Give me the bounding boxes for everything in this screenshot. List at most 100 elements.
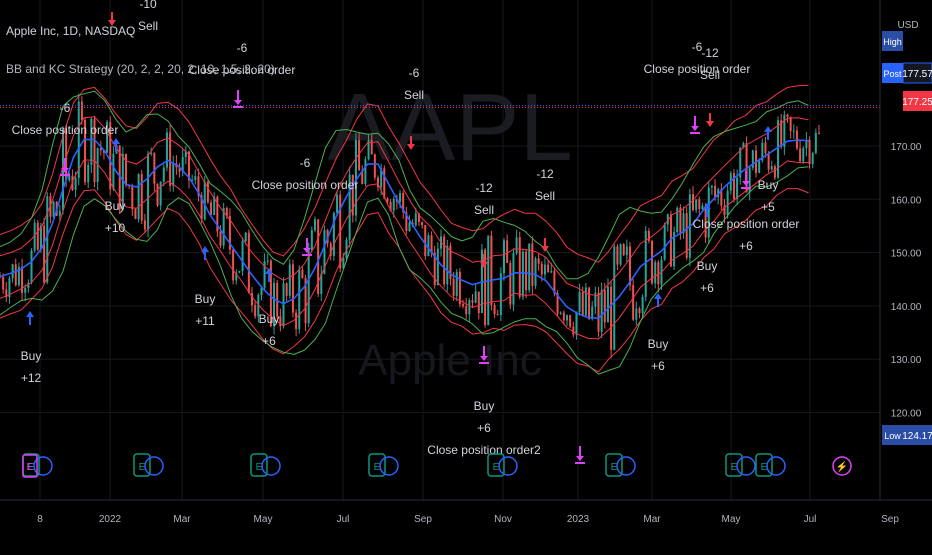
- candle-body: [673, 231, 676, 267]
- signal-label: +6: [262, 334, 276, 348]
- signal-buy: Buy +5: [758, 126, 778, 214]
- event-badge-earnings-dividend[interactable]: E: [368, 453, 399, 477]
- signal-label: +12: [21, 371, 42, 385]
- candle-body: [332, 213, 335, 256]
- candle-body: [241, 241, 244, 272]
- candle-body: [46, 196, 49, 283]
- candle-body: [698, 199, 701, 209]
- time-axis[interactable]: 8 2022 Mar May Jul Sep Nov 2023 Mar May Jul Sep: [0, 499, 932, 525]
- candle-body: [147, 153, 150, 230]
- candle-body: [206, 181, 209, 203]
- candle-body: [93, 118, 96, 183]
- candle-body: [200, 195, 203, 220]
- svg-text:E: E: [27, 462, 34, 473]
- candle-body: [8, 278, 11, 298]
- candle-body: [131, 186, 134, 210]
- candle-body: [329, 243, 332, 256]
- candle-body: [17, 266, 20, 286]
- event-badge-split[interactable]: ⚡: [832, 456, 852, 476]
- svg-text:177.57: 177.57: [902, 69, 932, 80]
- candle-body: [244, 232, 247, 242]
- candle-body: [477, 291, 480, 314]
- event-badge-earnings-dividend[interactable]: E: [755, 453, 786, 477]
- candle-body: [462, 304, 465, 307]
- event-badge-earnings-dividend[interactable]: E: [487, 453, 518, 477]
- signal-label: Buy: [697, 259, 718, 273]
- strategy-legend[interactable]: BB and KC Strategy (20, 2, 2, 20, 2, 10,…: [6, 62, 275, 76]
- signal-label: Close position order: [12, 123, 119, 137]
- signal-close: Buy +6 Close position order2: [427, 346, 541, 457]
- candle-body: [480, 249, 483, 314]
- signal-close: -6 Close position order: [252, 156, 358, 256]
- svg-text:E: E: [731, 462, 738, 473]
- candle-body: [247, 232, 250, 294]
- signal-label: +6: [739, 239, 753, 253]
- signal-sell: -6 Sell: [404, 66, 424, 150]
- event-badge-earnings-dividend[interactable]: E: [133, 453, 164, 477]
- candle-body: [90, 118, 93, 165]
- signal-label: -6: [300, 156, 311, 170]
- signal-close: -6 Close position order: [189, 41, 296, 108]
- event-badge-earnings-dividend[interactable]: E: [725, 453, 756, 477]
- candle-body: [80, 101, 83, 120]
- candle-body: [588, 287, 591, 319]
- signal-label: +5: [761, 200, 775, 214]
- candle-body: [566, 315, 568, 321]
- signal-close: -6 Close position order: [644, 40, 750, 134]
- signal-buy: Buy +10: [105, 138, 126, 235]
- candle-body: [354, 140, 357, 216]
- candle-body: [323, 230, 326, 274]
- price-badge: 177.25: [902, 91, 932, 111]
- price-badge: Low 124.17: [882, 425, 932, 445]
- signal-label: +6: [651, 359, 665, 373]
- candle-body: [392, 198, 395, 211]
- candle-body: [783, 114, 786, 147]
- event-badge-earnings-dividend[interactable]: E: [605, 453, 636, 477]
- price-tick: 120.00: [891, 409, 922, 420]
- candle-body: [695, 199, 698, 211]
- candle-body: [436, 248, 439, 286]
- candle-body: [591, 306, 594, 319]
- symbol-title[interactable]: Apple Inc, 1D, NASDAQ: [6, 24, 136, 38]
- candle-body: [257, 295, 260, 317]
- candle-body: [314, 219, 316, 231]
- candle-body: [377, 177, 379, 188]
- svg-text:177.25: 177.25: [902, 97, 932, 108]
- event-badge-earnings-dividend[interactable]: E: [250, 453, 281, 477]
- time-tick: 2022: [99, 514, 122, 525]
- signal-sell: -12 Sell: [535, 167, 555, 252]
- candle-body: [714, 185, 717, 198]
- event-badge-earnings[interactable]: E: [22, 454, 38, 478]
- candle-body: [358, 140, 361, 171]
- candle-body: [36, 222, 39, 250]
- price-axis[interactable]: USD 170.00 160.00 150.00 140.00 130.00 120.00…: [879, 0, 932, 500]
- price-tick: 130.00: [891, 355, 922, 366]
- candle-body: [613, 246, 616, 350]
- candle-body: [399, 192, 402, 202]
- candle-body: [559, 312, 562, 314]
- candle-body: [562, 312, 565, 321]
- candle-body: [137, 173, 140, 220]
- signal-label: Close position order: [189, 63, 296, 77]
- price-badge: High: [882, 31, 903, 51]
- candle-body: [389, 201, 392, 211]
- candle-body: [222, 207, 225, 246]
- candle-body: [629, 246, 631, 286]
- candle-body: [134, 209, 137, 220]
- candle-body: [269, 260, 272, 327]
- candle-body: [266, 260, 269, 262]
- candle-body: [106, 122, 109, 153]
- candle-body: [5, 289, 8, 298]
- candle-body: [610, 286, 613, 350]
- series-line-upper_band: [0, 90, 809, 280]
- candle-body: [414, 213, 417, 226]
- candle-body: [742, 143, 745, 148]
- candle-body: [159, 181, 162, 206]
- candle-body: [121, 153, 124, 210]
- indicator-lines: [0, 84, 809, 375]
- time-tick: 2023: [567, 514, 590, 525]
- candle-body: [143, 220, 146, 230]
- candle-body: [518, 237, 521, 297]
- candle-body: [707, 187, 710, 238]
- candle-body: [336, 194, 339, 214]
